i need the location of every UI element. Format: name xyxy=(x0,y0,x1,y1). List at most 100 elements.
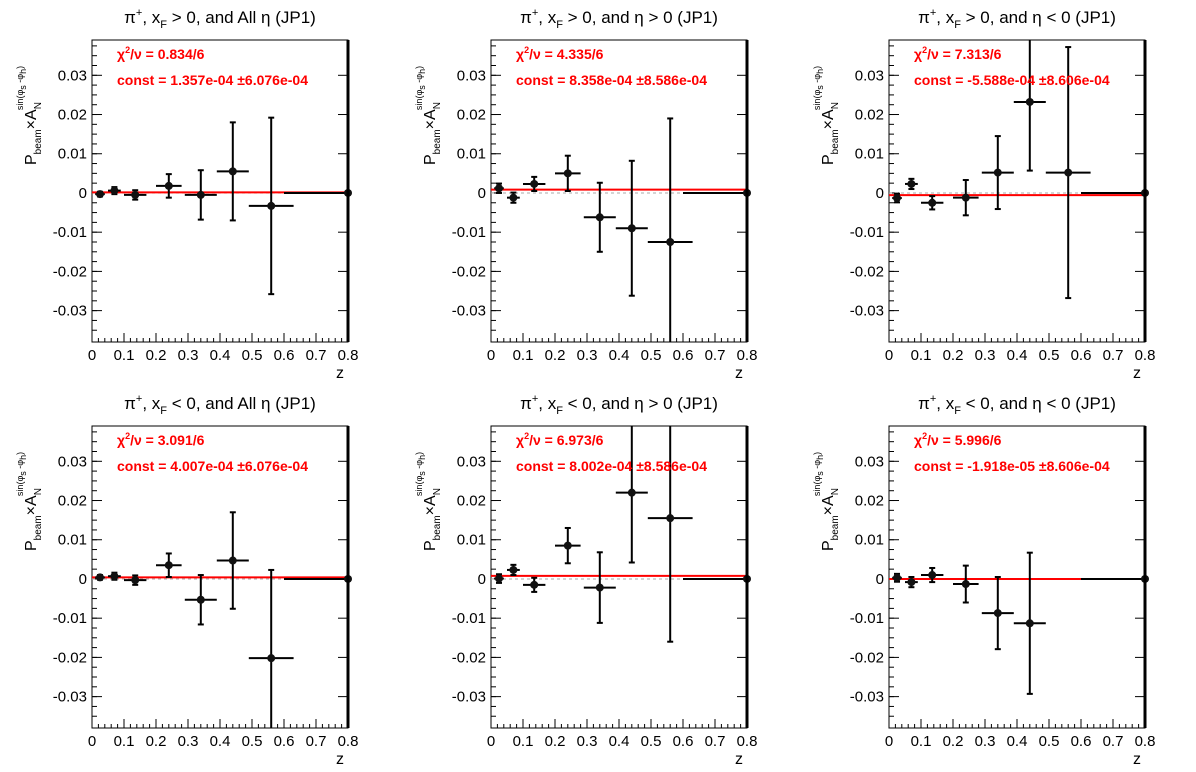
x-tick-label: 0.7 xyxy=(306,733,327,750)
x-tick-label: 0.3 xyxy=(975,733,996,750)
x-axis-label: z xyxy=(735,751,743,768)
y-tick-label: 0.02 xyxy=(457,493,486,510)
y-tick-label: 0.01 xyxy=(58,146,87,163)
x-tick-label: 0.3 xyxy=(178,733,199,750)
point-marker xyxy=(1025,619,1034,628)
point-marker xyxy=(993,168,1002,177)
point-marker xyxy=(228,167,237,176)
y-tick-label: -0.02 xyxy=(850,263,884,280)
x-tick-label: 0.1 xyxy=(114,733,135,750)
data-point-1 xyxy=(892,572,902,583)
x-tick-label: 0.6 xyxy=(274,347,295,364)
data-point-4 xyxy=(953,179,979,217)
y-tick-label: 0.01 xyxy=(457,532,486,549)
const-label: const = 4.007e-04 ±6.076e-04 xyxy=(117,458,308,474)
const-label: const = 8.358e-04 ±8.586e-04 xyxy=(516,72,707,88)
data-point-4 xyxy=(555,154,581,192)
chart-panel-1: π+, xF > 0, and All η (JP1) -0.03 -0.02 -0.… xyxy=(15,7,358,382)
data-point-5 xyxy=(184,574,217,626)
y-tick-label: 0.02 xyxy=(855,107,884,124)
point-marker xyxy=(928,198,937,207)
y-tick-label: -0.01 xyxy=(452,610,486,627)
x-tick-label: 0 xyxy=(88,347,96,364)
data-point-2 xyxy=(507,563,520,577)
data-point-3 xyxy=(921,195,944,211)
x-tick-label: 0 xyxy=(487,733,495,750)
data-point-6 xyxy=(615,426,648,564)
point-marker xyxy=(563,541,572,550)
data-point-1 xyxy=(892,192,902,204)
chi2-label: χ2/ν = 4.335/6 xyxy=(516,45,604,62)
y-axis-label: Pbeam×ANsin(φs -φh) xyxy=(414,452,443,551)
x-axis-label: z xyxy=(1133,365,1141,382)
data-point-5 xyxy=(981,576,1014,651)
data-point-6 xyxy=(615,159,648,297)
x-tick-label: 0.8 xyxy=(1135,733,1156,750)
x-tick-label: 0.8 xyxy=(338,347,359,364)
point-marker xyxy=(131,190,140,199)
x-tick-label: 0.8 xyxy=(1135,347,1156,364)
x-tick-label: 0.2 xyxy=(545,347,566,364)
y-tick-label: -0.02 xyxy=(53,263,87,280)
data-point-7 xyxy=(647,117,693,342)
y-tick-label: 0.03 xyxy=(855,453,884,470)
point-marker xyxy=(1064,168,1073,177)
y-tick-label: -0.01 xyxy=(452,224,486,241)
point-marker xyxy=(495,184,503,193)
x-tick-label: 0.2 xyxy=(943,733,964,750)
x-tick-label: 0.5 xyxy=(242,733,263,750)
x-tick-label: 0.7 xyxy=(705,733,726,750)
y-tick-label: 0.01 xyxy=(457,146,486,163)
x-tick-label: 0.6 xyxy=(673,733,694,750)
x-tick-label: 0.8 xyxy=(737,347,758,364)
y-tick-label: -0.01 xyxy=(53,610,87,627)
data-point-2 xyxy=(108,186,121,196)
y-tick-label: 0.01 xyxy=(855,146,884,163)
point-marker xyxy=(893,194,901,203)
x-tick-label: 0.3 xyxy=(975,347,996,364)
x-tick-label: 0.6 xyxy=(274,733,295,750)
data-point-4 xyxy=(953,564,979,604)
data-point-2 xyxy=(905,177,918,191)
chart-title: π+, xF < 0, and η < 0 (JP1) xyxy=(918,393,1116,417)
data-point-7 xyxy=(248,116,294,296)
y-tick-label: -0.03 xyxy=(850,689,884,706)
point-marker xyxy=(907,179,916,188)
point-marker xyxy=(96,573,104,582)
data-point-4 xyxy=(156,173,182,199)
data-point-2 xyxy=(905,576,918,589)
data-point-8 xyxy=(284,188,352,197)
y-tick-label: -0.01 xyxy=(850,610,884,627)
y-tick-label: 0.01 xyxy=(58,532,87,549)
x-tick-label: 0.1 xyxy=(513,347,534,364)
point-marker xyxy=(893,573,901,582)
data-point-3 xyxy=(523,175,546,192)
chi2-label: χ2/ν = 3.091/6 xyxy=(117,431,205,448)
x-tick-label: 0.1 xyxy=(513,733,534,750)
y-tick-label: 0.03 xyxy=(855,67,884,84)
point-marker xyxy=(110,186,119,195)
data-point-3 xyxy=(523,576,546,593)
point-marker xyxy=(1025,97,1034,106)
data-point-2 xyxy=(108,571,121,581)
point-marker xyxy=(196,595,205,604)
data-point-3 xyxy=(124,574,147,586)
data-point-3 xyxy=(124,189,147,201)
y-axis-label: Pbeam×ANsin(φs -φh) xyxy=(812,452,841,551)
x-tick-label: 0.6 xyxy=(1071,733,1092,750)
data-point-6 xyxy=(1013,551,1046,695)
data-point-1 xyxy=(494,573,504,584)
x-axis-label: z xyxy=(1133,751,1141,768)
point-marker xyxy=(196,190,205,199)
y-tick-label: -0.02 xyxy=(850,649,884,666)
y-tick-label: -0.02 xyxy=(452,649,486,666)
y-tick-label: -0.03 xyxy=(53,303,87,320)
chart-panel-5: π+, xF < 0, and η > 0 (JP1) -0.03 -0.02 -0.… xyxy=(414,393,757,768)
y-tick-label: 0.01 xyxy=(855,532,884,549)
chart-title: π+, xF < 0, and All η (JP1) xyxy=(124,393,316,417)
x-tick-label: 0.2 xyxy=(146,733,167,750)
x-tick-label: 0.5 xyxy=(1039,733,1060,750)
data-point-5 xyxy=(583,551,616,624)
x-tick-label: 0 xyxy=(487,347,495,364)
chart-title: π+, xF < 0, and η > 0 (JP1) xyxy=(520,393,718,417)
